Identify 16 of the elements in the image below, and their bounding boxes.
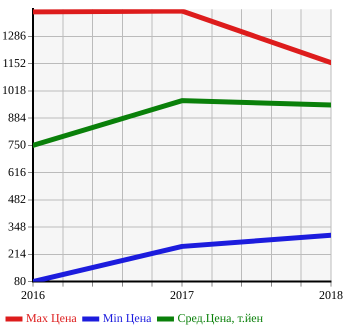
x-tick-label: 2017 bbox=[170, 288, 194, 302]
y-tick-label: 1018 bbox=[2, 83, 26, 98]
y-tick-label: 80 bbox=[14, 274, 26, 288]
y-tick-label: 884 bbox=[8, 110, 26, 124]
y-tick-label: 214 bbox=[8, 246, 26, 261]
y-tick-label: 616 bbox=[8, 164, 26, 179]
legend-label: Сред.Цена, т.йен bbox=[177, 311, 264, 326]
y-tick-label: 482 bbox=[8, 192, 26, 206]
x-tick-label: 2016 bbox=[21, 288, 45, 302]
legend-label: Max Цена bbox=[26, 311, 78, 326]
y-tick-label: 1286 bbox=[2, 28, 26, 43]
y-tick-label: 1152 bbox=[2, 56, 26, 70]
legend-label: Min Цена bbox=[102, 311, 152, 326]
x-tick-label: 2018 bbox=[319, 288, 343, 302]
y-tick-label: 348 bbox=[8, 219, 26, 234]
y-tick-label: 750 bbox=[8, 138, 26, 152]
